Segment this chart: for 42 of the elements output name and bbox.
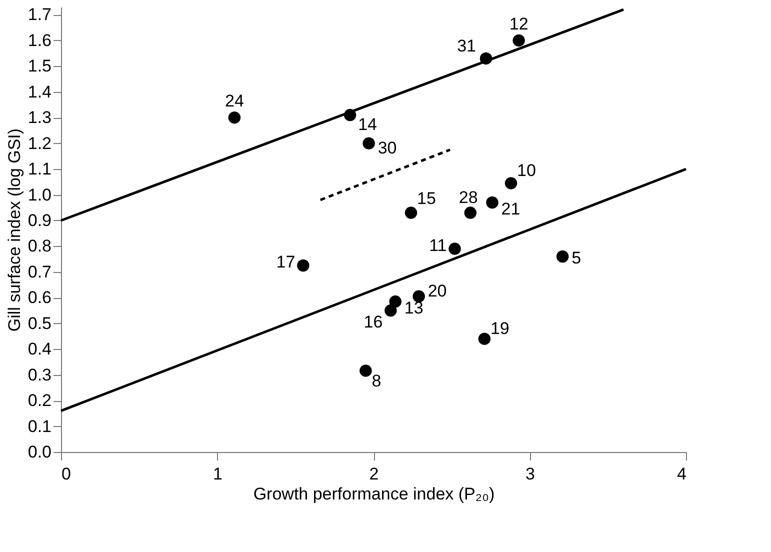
annotation: 13 xyxy=(404,298,424,318)
x-tick-label: 3 xyxy=(526,464,535,484)
y-tick-label: 1.5 xyxy=(28,56,52,76)
y-tick-label: 1.7 xyxy=(28,5,52,24)
y-axis-title: Gill surface index (log GSI) xyxy=(4,128,24,332)
y-tick-label: 0.0 xyxy=(28,442,52,462)
y-tick-label: 0.6 xyxy=(28,288,52,308)
annotation: 17 xyxy=(276,252,296,272)
annotation: 15 xyxy=(417,188,436,208)
y-tick-label: 1.6 xyxy=(28,30,52,50)
annotation: 30 xyxy=(378,138,397,158)
x-tick-label: 0 xyxy=(62,464,71,484)
annotation: 21 xyxy=(501,199,520,218)
x-tick-label: 4 xyxy=(677,464,686,484)
x-tick-label: 1 xyxy=(213,464,222,484)
y-tick-label: 0.4 xyxy=(28,340,52,359)
y-tick-label: 1.3 xyxy=(28,108,52,128)
annotation: 11 xyxy=(429,236,447,255)
annotation: 20 xyxy=(428,281,447,300)
annotation: 8 xyxy=(372,372,382,391)
y-tick-label: 1.2 xyxy=(28,134,52,153)
annotation: 5 xyxy=(572,248,582,268)
y-tick-label: 0.2 xyxy=(28,391,52,410)
y-tick-label: 0.9 xyxy=(28,210,52,230)
annotation: 31 xyxy=(457,36,476,56)
annotation: 16 xyxy=(364,312,383,332)
annotation: 12 xyxy=(509,14,528,34)
annotation: 10 xyxy=(517,161,536,180)
annotation: 28 xyxy=(458,188,478,207)
annotation: 14 xyxy=(358,115,377,134)
y-tick-label: 0.1 xyxy=(28,416,52,436)
annotation: 19 xyxy=(490,318,510,338)
y-tick-label: 0.8 xyxy=(28,236,52,256)
y-tick-label: 1.4 xyxy=(28,82,52,102)
y-tick-label: 1.1 xyxy=(28,160,52,179)
x-tick-label: 2 xyxy=(369,464,379,484)
y-tick-label: 0.7 xyxy=(28,262,52,282)
x-axis-title: Growth performance index (P₂₀) xyxy=(253,484,495,504)
y-tick-label: 0.5 xyxy=(28,314,52,333)
annotation: 24 xyxy=(224,92,244,111)
y-tick-label: 0.3 xyxy=(28,365,52,384)
y-tick-label: 1.0 xyxy=(28,185,52,204)
